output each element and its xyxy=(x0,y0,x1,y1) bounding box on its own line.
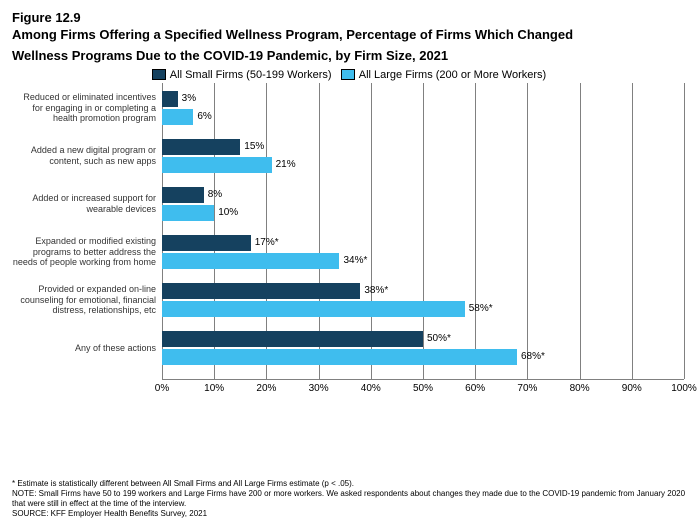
x-tick-label: 40% xyxy=(361,383,381,394)
x-tick-label: 10% xyxy=(204,383,224,394)
bar-value-small: 38%* xyxy=(364,285,388,296)
chart-footnotes: * Estimate is statistically different be… xyxy=(12,479,686,519)
chart-legend: All Small Firms (50-199 Workers) All Lar… xyxy=(12,69,686,81)
bar-value-small: 15% xyxy=(244,141,264,152)
footnote-star: * Estimate is statistically different be… xyxy=(12,479,686,489)
bar-value-small: 17%* xyxy=(255,237,279,248)
x-tick-label: 100% xyxy=(671,383,697,394)
bar-small xyxy=(162,331,423,347)
bar-small xyxy=(162,91,178,107)
bar-large xyxy=(162,301,465,317)
bar-value-small: 50%* xyxy=(427,333,451,344)
bar-small xyxy=(162,139,240,155)
bar-small xyxy=(162,187,204,203)
x-tick-label: 90% xyxy=(622,383,642,394)
bar-large xyxy=(162,157,272,173)
legend-swatch-small xyxy=(152,69,166,80)
x-tick-label: 70% xyxy=(517,383,537,394)
category-label: Added a new digital program or content, … xyxy=(12,137,156,175)
gridline xyxy=(527,83,528,379)
gridline xyxy=(580,83,581,379)
footnote-source: SOURCE: KFF Employer Health Benefits Sur… xyxy=(12,509,686,519)
chart-plot: 0%10%20%30%40%50%60%70%80%90%100%3%6%15%… xyxy=(162,83,684,403)
x-tick-label: 60% xyxy=(465,383,485,394)
bar-large xyxy=(162,205,214,221)
bar-large xyxy=(162,109,193,125)
bar-value-large: 34%* xyxy=(343,255,367,266)
figure-container: Figure 12.9 Among Firms Offering a Speci… xyxy=(0,0,698,525)
gridline xyxy=(684,83,685,379)
footnote-note: NOTE: Small Firms have 50 to 199 workers… xyxy=(12,489,686,509)
x-tick-label: 20% xyxy=(256,383,276,394)
legend-label-small: All Small Firms (50-199 Workers) xyxy=(170,69,332,81)
x-axis-line xyxy=(162,379,684,380)
figure-title-line1: Among Firms Offering a Specified Wellnes… xyxy=(12,27,686,44)
x-tick-label: 30% xyxy=(309,383,329,394)
bar-small xyxy=(162,283,360,299)
legend-swatch-large xyxy=(341,69,355,80)
gridline xyxy=(632,83,633,379)
x-tick-label: 0% xyxy=(155,383,169,394)
category-label: Added or increased support for wearable … xyxy=(12,185,156,223)
bar-value-small: 8% xyxy=(208,189,222,200)
x-tick-label: 80% xyxy=(570,383,590,394)
category-label: Any of these actions xyxy=(12,329,156,367)
figure-title-line2: Wellness Programs Due to the COVID-19 Pa… xyxy=(12,48,686,65)
chart-area: 0%10%20%30%40%50%60%70%80%90%100%3%6%15%… xyxy=(12,83,684,403)
figure-number: Figure 12.9 xyxy=(12,10,686,27)
bar-value-large: 6% xyxy=(197,111,211,122)
legend-label-large: All Large Firms (200 or More Workers) xyxy=(359,69,546,81)
category-label: Provided or expanded on-line counseling … xyxy=(12,281,156,319)
gridline xyxy=(475,83,476,379)
bar-value-large: 68%* xyxy=(521,351,545,362)
bar-small xyxy=(162,235,251,251)
bar-value-large: 21% xyxy=(276,159,296,170)
category-label: Expanded or modified existing programs t… xyxy=(12,233,156,271)
bar-value-small: 3% xyxy=(182,93,196,104)
bar-value-large: 10% xyxy=(218,207,238,218)
x-tick-label: 50% xyxy=(413,383,433,394)
category-label: Reduced or eliminated incentives for eng… xyxy=(12,89,156,127)
bar-value-large: 58%* xyxy=(469,303,493,314)
bar-large xyxy=(162,349,517,365)
gridline xyxy=(423,83,424,379)
bar-large xyxy=(162,253,339,269)
